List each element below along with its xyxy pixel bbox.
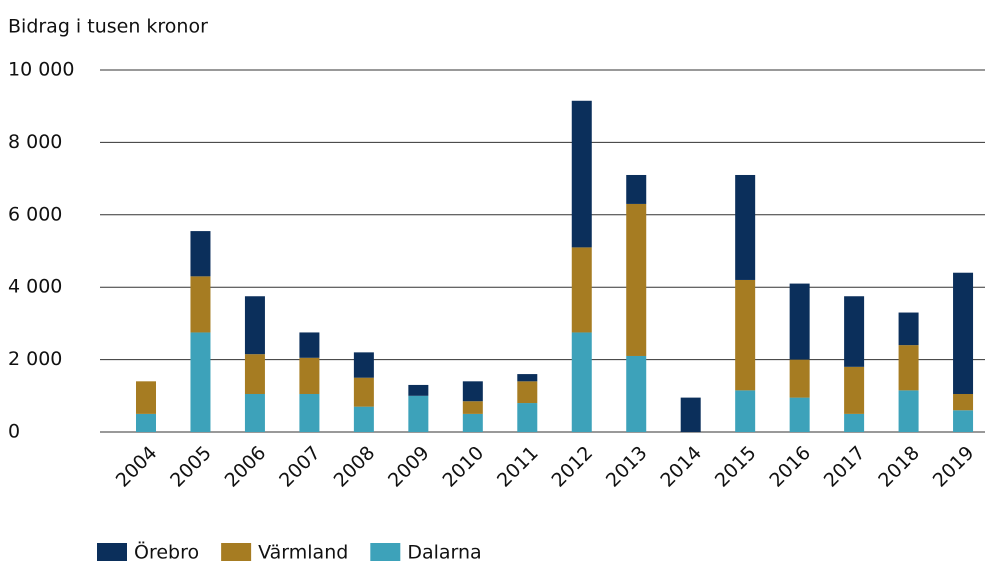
legend-label: Värmland (258, 542, 348, 563)
bar-segment (626, 174, 647, 204)
bar-segment (789, 397, 810, 432)
legend-swatch (97, 543, 127, 561)
bar-segment (244, 354, 265, 394)
y-tick-label: 8 000 (8, 131, 62, 153)
bar-segment (462, 381, 483, 402)
y-tick-label: 4 000 (8, 276, 62, 298)
bar-segment (789, 359, 810, 398)
x-tick-label: 2012 (547, 442, 597, 492)
bar-segment (462, 401, 483, 414)
bar-segment (953, 410, 974, 432)
y-tick-label: 0 (8, 421, 20, 443)
y-tick-label: 6 000 (8, 203, 62, 225)
bar-segment (190, 332, 211, 432)
x-tick-label: 2017 (820, 442, 870, 492)
bar-segment (299, 332, 320, 358)
y-axis-title: Bidrag i tusen kronor (8, 16, 208, 38)
bar-segment (190, 276, 211, 333)
bar-segment (299, 393, 320, 432)
bar-segment (735, 279, 756, 391)
bar-segment (626, 203, 647, 356)
legend-swatch (370, 543, 401, 561)
bar-segment (353, 352, 374, 378)
bar-segment (408, 395, 429, 432)
x-tick-label: 2004 (112, 442, 162, 492)
bar-segment (136, 413, 156, 432)
bar-segment (789, 283, 810, 360)
bar-segment (844, 296, 865, 367)
bar-segment (898, 312, 919, 346)
x-tick-label: 2005 (166, 442, 216, 492)
y-tick-label: 10 000 (8, 59, 74, 81)
x-tick-label: 2016 (765, 442, 815, 492)
bar-segment (517, 381, 538, 404)
bar-segment (953, 393, 974, 411)
bar-segment (571, 247, 592, 333)
x-tick-label: 2008 (330, 442, 380, 492)
bar-segment (190, 231, 211, 277)
x-tick-label: 2009 (384, 442, 434, 492)
bar-segment (898, 390, 919, 432)
x-tick-label: 2019 (929, 442, 979, 492)
bar-segment (898, 345, 919, 391)
bar-segment (517, 403, 538, 432)
x-tick-label: 2011 (493, 442, 543, 492)
x-tick-label: 2013 (602, 442, 652, 492)
x-tick-label: 2018 (874, 442, 924, 492)
legend-label: Örebro (134, 541, 199, 563)
bar-segment (517, 374, 538, 382)
bar-segment (735, 174, 756, 280)
bar-segment (244, 393, 265, 432)
x-tick-label: 2007 (275, 442, 325, 492)
bar-segment (844, 366, 865, 414)
x-tick-label: 2015 (711, 442, 761, 492)
bar-segment (462, 413, 483, 432)
legend-swatch (221, 543, 252, 561)
bar-segment (735, 390, 756, 432)
bar-segment (571, 100, 592, 248)
bar-segment (844, 413, 865, 432)
y-tick-label: 2 000 (8, 348, 62, 370)
x-tick-label: 2014 (656, 442, 706, 492)
x-tick-label: 2010 (438, 442, 488, 492)
bar-segment (408, 384, 429, 396)
bar-segment (626, 355, 647, 432)
bar-segment (953, 272, 974, 394)
bar-segment (353, 406, 374, 432)
legend-label: Dalarna (407, 542, 481, 563)
bar-segment (353, 377, 374, 407)
x-tick-label: 2006 (221, 442, 271, 492)
bar-segment (136, 381, 156, 414)
bar-segment (571, 332, 592, 432)
bar-segment (244, 296, 265, 355)
bar-segment (680, 397, 701, 432)
bar-segment (299, 357, 320, 394)
